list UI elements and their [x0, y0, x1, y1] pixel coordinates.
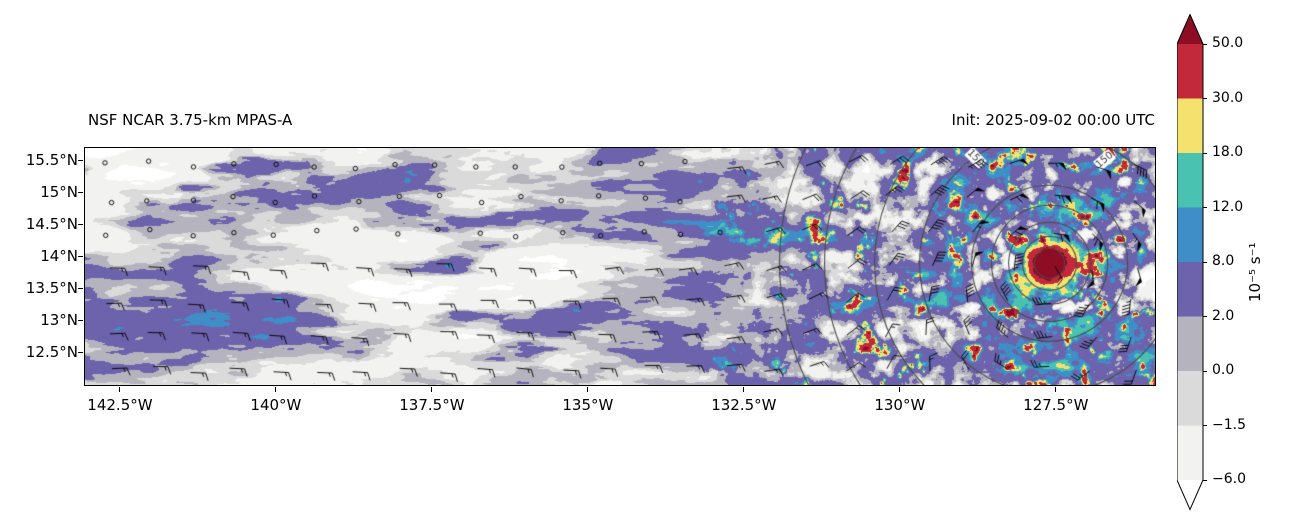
x-tick-label: 135°W	[562, 396, 614, 414]
y-axis-tick	[78, 192, 83, 194]
colorbar-tick	[1203, 479, 1207, 481]
colorbar-tick-label: 18.0	[1212, 144, 1244, 160]
colorbar-tick-label: −1.5	[1212, 416, 1246, 433]
y-tick-label: 15.5°N	[25, 150, 78, 169]
colorbar-tick	[1203, 98, 1207, 99]
y-axis-tick	[78, 352, 83, 354]
colorbar-unit-label: 10⁻⁵ s⁻¹	[1246, 242, 1264, 302]
x-tick-label: 142.5°W	[87, 396, 153, 414]
colorbar-tick	[1203, 370, 1207, 372]
x-axis-tick	[1055, 387, 1057, 392]
colorbar-tick-label: 50.0	[1212, 35, 1244, 51]
colorbar-tick-label: 0.0	[1212, 362, 1235, 378]
colorbar-tick	[1203, 261, 1207, 263]
y-tick-label: 13.5°N	[25, 278, 78, 297]
colorbar-tick-label: −6.0	[1212, 471, 1246, 487]
y-tick-label: 12.5°N	[25, 342, 78, 361]
x-tick-label: 132.5°W	[711, 396, 777, 414]
vorticity-map-canvas	[85, 148, 1155, 385]
x-axis-tick	[119, 387, 121, 392]
x-axis-tick	[743, 387, 745, 392]
x-axis-tick	[431, 387, 433, 392]
colorbar-svg	[1176, 13, 1204, 511]
x-tick-label: 130°W	[874, 396, 926, 414]
y-tick-label: 14°N	[40, 246, 78, 265]
x-axis-tick	[899, 387, 901, 392]
y-axis-tick	[78, 320, 83, 322]
colorbar-tick	[1203, 207, 1207, 208]
x-tick-label: 140°W	[250, 396, 302, 414]
model-title: NSF NCAR 3.75-km MPAS-A	[88, 111, 293, 129]
colorbar	[1176, 13, 1204, 515]
x-axis-tick	[275, 387, 277, 392]
x-tick-label: 127.5°W	[1023, 396, 1089, 414]
colorbar-tick-label: 30.0	[1212, 89, 1244, 106]
colorbar-tick	[1203, 152, 1207, 154]
y-axis-tick	[78, 256, 83, 258]
y-axis-tick	[78, 224, 83, 226]
y-tick-label: 15°N	[40, 182, 78, 201]
colorbar-tick	[1203, 316, 1207, 317]
y-tick-label: 13°N	[40, 310, 78, 329]
colorbar-tick-label: 8.0	[1212, 253, 1235, 269]
x-tick-label: 137.5°W	[399, 396, 465, 414]
x-axis-tick	[587, 387, 589, 392]
colorbar-tick-label: 12.0	[1212, 198, 1244, 215]
colorbar-tick	[1203, 425, 1207, 426]
init-time-label: Init: 2025-09-02 00:00 UTC	[951, 111, 1155, 129]
y-axis-tick	[78, 288, 83, 290]
y-tick-label: 14.5°N	[25, 214, 78, 233]
colorbar-tick	[1203, 43, 1207, 45]
colorbar-tick-label: 2.0	[1212, 307, 1235, 324]
y-axis-tick	[78, 160, 83, 162]
